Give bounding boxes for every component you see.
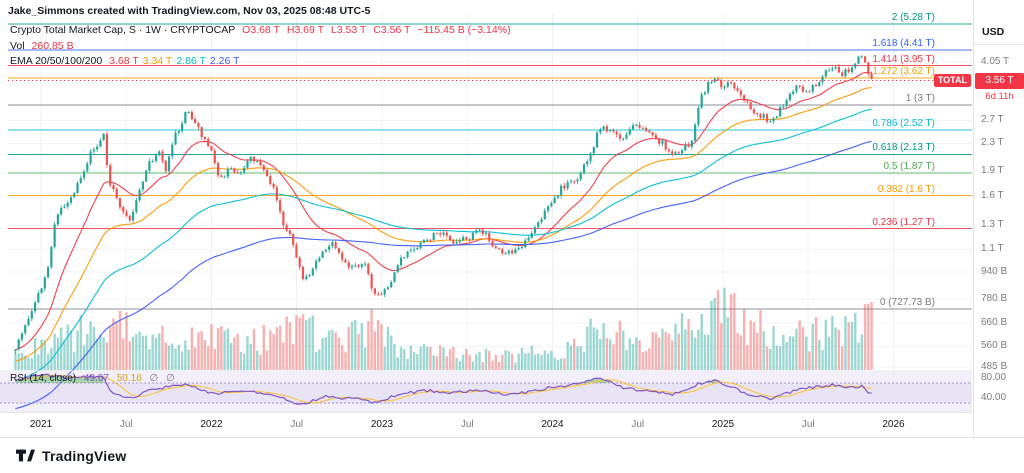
fib-label: 1.618 (4.41 T) [872,37,935,49]
rsi-tick-label: 80.00 [981,372,1007,383]
fib-label: 0.618 (2.13 T) [872,142,935,154]
price-tick-label: 1.3 T [981,219,1004,231]
volume-label: Vol [10,40,25,52]
ema-values: 3.68 T 3.34 T 2.86 T 2.26 T [109,55,243,67]
ema-value: 2.26 T [209,55,240,67]
price-tick-label: 780 B [981,292,1008,304]
price-tick-label: 4.05 T [981,56,1010,67]
fib-label: 2 (5.28 T) [891,11,935,23]
price-tick-label: 2.3 T [981,137,1004,149]
time-tick-label-jul: Jul [801,419,815,430]
volume-value: 260.85 B [31,40,74,52]
ohlc-close: C3.56 T [373,24,411,36]
price-axis[interactable]: USD 4.05 T 2.7 T 2.3 T 1.9 T 1.6 T 1.3 T 1.1 T… [973,0,1024,437]
fib-label: 0 (727.73 B) [879,296,935,308]
time-tick-label-2024: 2024 [541,419,564,430]
rsi-ma-value: 50.16 [116,373,142,384]
rsi-empty-2: ∅ [166,373,175,384]
time-tick-label-2021: 2021 [29,419,53,430]
ema-value: 3.34 T [142,55,173,67]
rsi-legend[interactable]: RSI (14, close) 49.07 50.16 ∅ ∅ [10,373,180,384]
volume-legend[interactable]: Vol 260.85 B [10,40,78,52]
symbol-title: Crypto Total Market Cap, S · 1W · CRYPTO… [10,24,236,36]
tradingview-logo-icon [16,449,35,462]
time-tick-label-2023: 2023 [370,419,394,430]
price-tick-label: 1.1 T [981,243,1004,255]
time-tick-label-2026: 2026 [882,419,905,430]
series-price-tag: TOTAL [933,73,971,87]
fib-label: 1.414 (3.95 T) [872,53,935,65]
fib-label: 1 (3 T) [905,93,935,105]
time-tick-label-2025: 2025 [711,419,735,430]
price-tick-label: 940 B [981,265,1008,277]
time-tick-label-jul: Jul [290,419,304,430]
time-tick-label-jul: Jul [631,419,645,430]
bar-countdown: 6d 11h [975,89,1024,103]
time-tick-label-2022: 2022 [200,419,223,430]
time-tick-label-jul: Jul [460,419,474,430]
fib-label: 0.382 (1.6 T) [877,183,935,195]
fib-label: 0.236 (1.27 T) [872,216,935,228]
price-tick-label: 1.9 T [981,164,1004,176]
ohlc-change: −115.45 B (−3.14%) [417,24,511,36]
rsi-tick-label: 40.00 [981,392,1007,403]
price-tick-label: 560 B [981,340,1008,352]
rsi-value: 49.07 [83,373,109,384]
tradingview-logo[interactable]: TradingView [16,446,126,465]
ema-legend[interactable]: EMA 20/50/100/200 3.68 T 3.34 T 2.86 T 2.26… [10,55,247,67]
tradingview-wordmark: TradingView [42,447,127,464]
footer-bar: TradingView [0,437,1024,473]
rsi-title: RSI (14, close) [10,373,77,384]
time-axis[interactable]: 2021 Jul 2022 Jul 2023 Jul 2024 Jul 2025 Jul 2026 [0,412,1024,437]
ema-value: 3.68 T [109,55,139,67]
ohlc-low: L3.53 T [330,24,367,36]
price-tick-label: 2.7 T [981,114,1004,126]
ohlc-open: O3.68 T [242,24,280,36]
current-price-badge: 3.56 T [975,72,1024,89]
attribution-text: Jake_Simmons created with TradingView.co… [8,5,371,17]
price-tick-label: 660 B [981,316,1008,328]
rsi-empty-1: ∅ [149,373,159,384]
axis-currency-label: USD [982,26,1005,38]
price-tick-label: 1.6 T [981,189,1004,201]
fib-label: 0.786 (2.52 T) [872,118,935,130]
time-tick-label-jul: Jul [119,419,133,430]
price-tick-label: 485 B [981,361,1008,373]
fib-label: 0.5 (1.87 T) [883,161,935,173]
ema-label: EMA 20/50/100/200 [10,55,103,67]
ohlc-high: H3.69 T [286,24,324,36]
ema-value: 2.86 T [176,55,206,67]
axis-divider [974,44,1024,45]
fib-label: 1.272 (3.62 T) [872,66,935,78]
symbol-legend[interactable]: Crypto Total Market Cap, S · 1W · CRYPTO… [10,24,515,36]
